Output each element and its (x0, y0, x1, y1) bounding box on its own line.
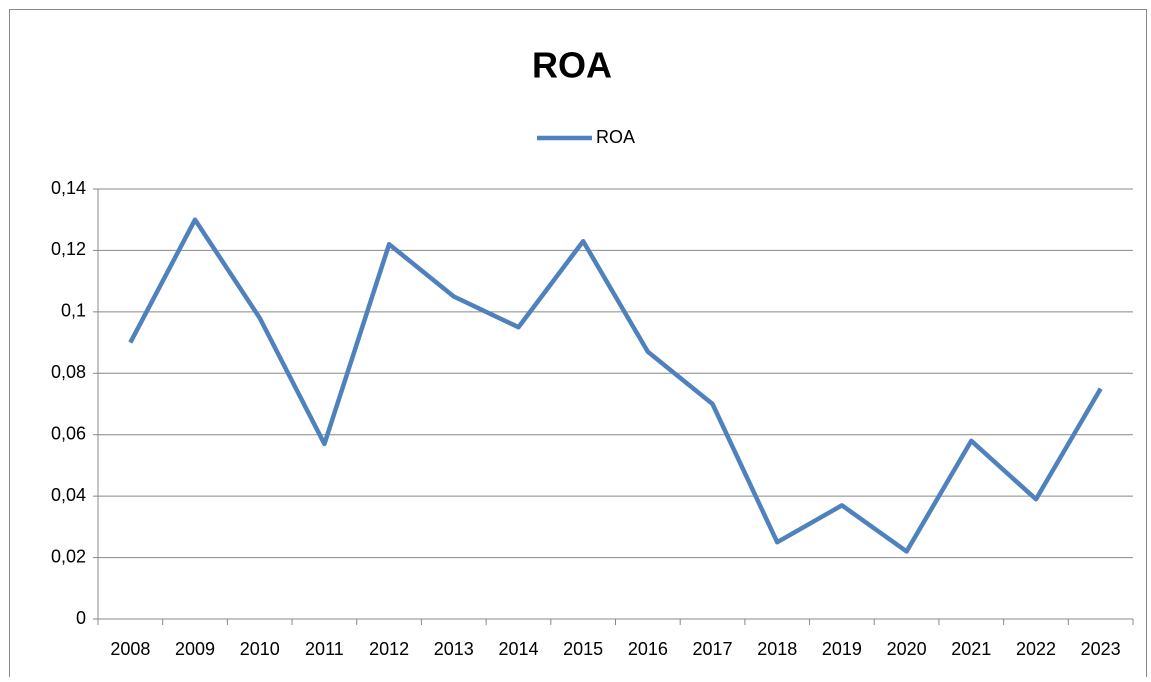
x-tick-label: 2016 (628, 639, 668, 659)
x-tick-label: 2017 (693, 639, 733, 659)
y-tick-label: 0 (76, 608, 86, 628)
x-tick-label: 2023 (1081, 639, 1121, 659)
x-tick-label: 2009 (175, 639, 215, 659)
y-tick-label: 0,12 (51, 239, 86, 259)
y-tick-label: 0,04 (51, 485, 86, 505)
x-tick-label: 2015 (563, 639, 603, 659)
x-tick-label: 2008 (110, 639, 150, 659)
y-tick-label: 0,14 (51, 178, 86, 198)
x-tick-label: 2013 (434, 639, 474, 659)
y-tick-label: 0,08 (51, 362, 86, 382)
y-tick-label: 0,06 (51, 423, 86, 443)
y-tick-label: 0,1 (61, 301, 86, 321)
chart-title: ROA (532, 45, 612, 86)
x-tick-label: 2020 (887, 639, 927, 659)
legend-label: ROA (596, 127, 635, 147)
chart-border (9, 9, 1147, 677)
x-tick-label: 2012 (369, 639, 409, 659)
x-tick-label: 2021 (951, 639, 991, 659)
x-tick-label: 2022 (1016, 639, 1056, 659)
x-tick-label: 2010 (240, 639, 280, 659)
data-line (128, 217, 1103, 554)
y-tick-label: 0,02 (51, 546, 86, 566)
x-tick-label: 2019 (822, 639, 862, 659)
x-tick-label: 2014 (498, 639, 538, 659)
x-tick-label: 2011 (305, 639, 344, 659)
x-tick-label: 2018 (757, 639, 797, 659)
